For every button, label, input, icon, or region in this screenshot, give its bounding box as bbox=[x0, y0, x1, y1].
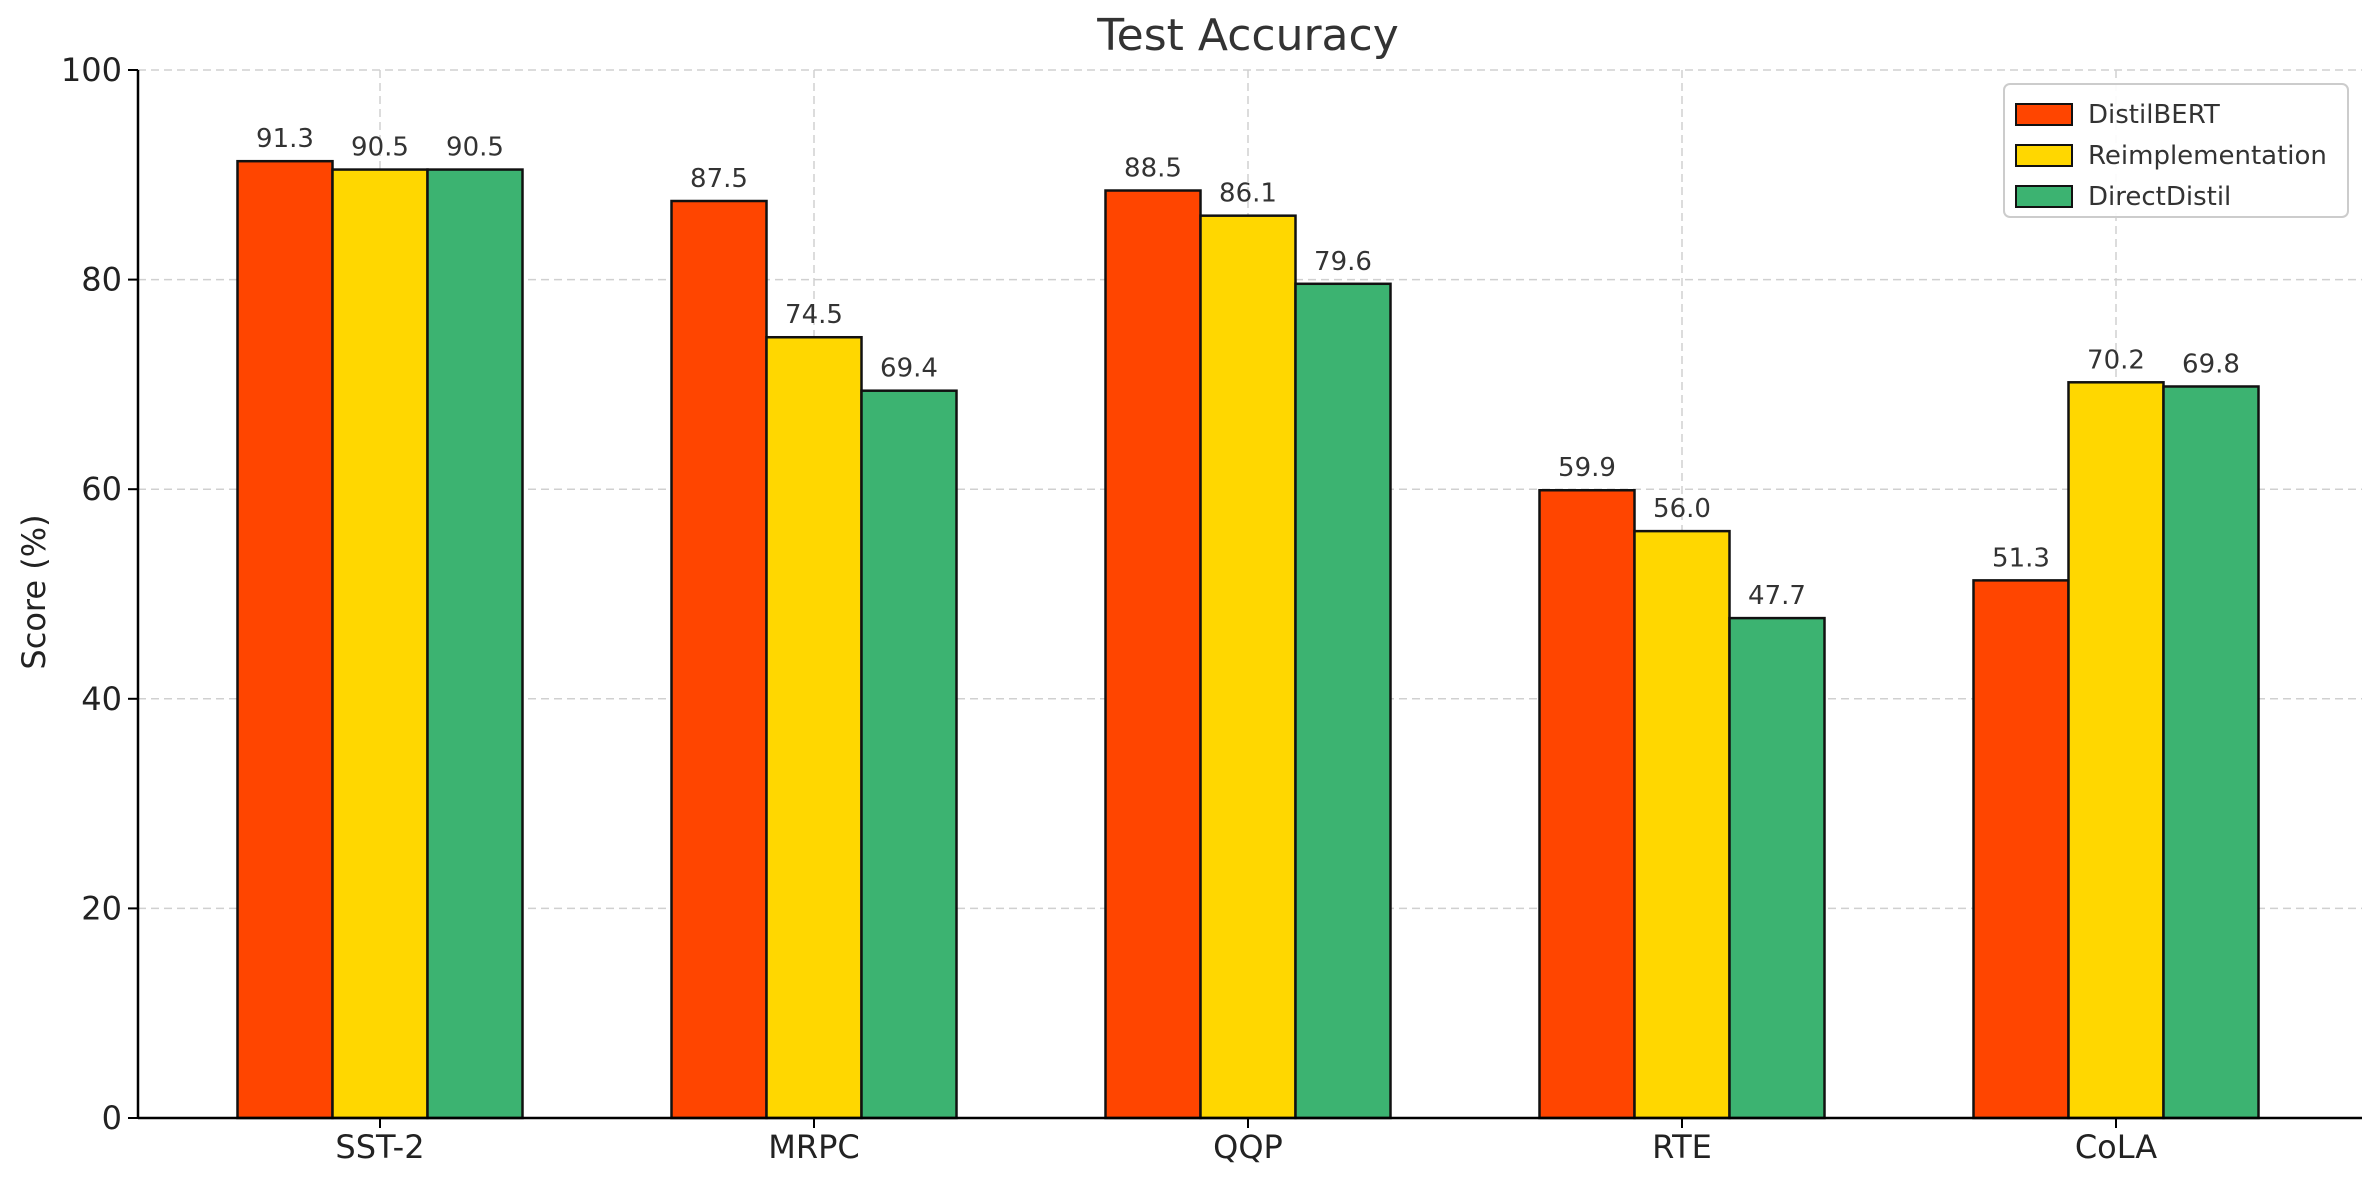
data-label: 59.9 bbox=[1558, 453, 1616, 483]
data-label: 74.5 bbox=[785, 300, 843, 330]
legend-swatch bbox=[2015, 185, 2073, 208]
bar-directdistil-sst-2 bbox=[426, 168, 524, 1120]
legend-swatch bbox=[2015, 144, 2073, 167]
legend-swatch bbox=[2015, 103, 2073, 126]
data-label: 79.6 bbox=[1314, 247, 1372, 277]
data-label: 91.3 bbox=[256, 124, 314, 154]
y-tick-label: 60 bbox=[81, 470, 122, 508]
data-label: 47.7 bbox=[1748, 581, 1806, 611]
bar-distilbert-rte bbox=[1538, 488, 1636, 1120]
bar-directdistil-rte bbox=[1728, 616, 1826, 1120]
bar-distilbert-mrpc bbox=[670, 199, 768, 1120]
data-label: 56.0 bbox=[1653, 494, 1711, 524]
y-tick-label: 80 bbox=[81, 261, 122, 299]
bar-distilbert-cola bbox=[1972, 579, 2070, 1120]
bar-reimplementation-sst-2 bbox=[331, 168, 429, 1120]
x-tick-label: QQP bbox=[1213, 1128, 1283, 1166]
bar-directdistil-cola bbox=[2162, 385, 2260, 1120]
data-label: 87.5 bbox=[690, 164, 748, 194]
axes-layer bbox=[136, 70, 2362, 1120]
legend-label: Reimplementation bbox=[2088, 141, 2327, 171]
legend-label: DistilBERT bbox=[2088, 100, 2220, 130]
bars-layer bbox=[236, 159, 2260, 1120]
bar-reimplementation-mrpc bbox=[765, 335, 863, 1120]
bar-directdistil-mrpc bbox=[860, 389, 958, 1120]
data-labels-layer: 91.3 87.5 88.5 59.9 51.3 90.5 74.5 86.1 56.0 70.2… bbox=[256, 124, 2240, 611]
legend-label: DirectDistil bbox=[2088, 182, 2231, 212]
x-tick-label: SST-2 bbox=[335, 1128, 424, 1166]
bar-directdistil-qqp bbox=[1294, 282, 1392, 1120]
data-label: 90.5 bbox=[446, 133, 504, 163]
y-axis-label: Score (%) bbox=[15, 514, 53, 669]
bar-distilbert-qqp bbox=[1104, 189, 1202, 1120]
bar-reimplementation-rte bbox=[1633, 529, 1731, 1120]
data-label: 88.5 bbox=[1124, 154, 1182, 184]
x-tick-label: RTE bbox=[1652, 1128, 1712, 1166]
data-label: 86.1 bbox=[1219, 179, 1277, 209]
bar-reimplementation-cola bbox=[2067, 381, 2165, 1120]
y-tick-label: 40 bbox=[81, 680, 122, 718]
data-label: 70.2 bbox=[2087, 345, 2145, 375]
y-tick-label: 0 bbox=[102, 1099, 122, 1137]
chart-title: Test Accuracy bbox=[1096, 10, 1399, 61]
data-label: 69.4 bbox=[880, 354, 938, 384]
y-tick-label: 100 bbox=[61, 51, 122, 89]
data-label: 69.8 bbox=[2182, 349, 2240, 379]
data-label: 90.5 bbox=[351, 133, 409, 163]
bar-distilbert-sst-2 bbox=[236, 159, 334, 1120]
y-tick-label: 20 bbox=[81, 889, 122, 927]
legend: DistilBERT Reimplementation DirectDistil bbox=[2003, 83, 2349, 218]
data-label: 51.3 bbox=[1992, 543, 2050, 573]
ticks-layer: 0 20 40 60 80 100 SST-2 MRPC QQP RTE CoLA bbox=[61, 51, 2157, 1166]
bar-reimplementation-qqp bbox=[1199, 214, 1297, 1120]
legend-frame bbox=[2003, 83, 2349, 218]
x-tick-label: CoLA bbox=[2075, 1128, 2157, 1166]
x-tick-label: MRPC bbox=[768, 1128, 859, 1166]
